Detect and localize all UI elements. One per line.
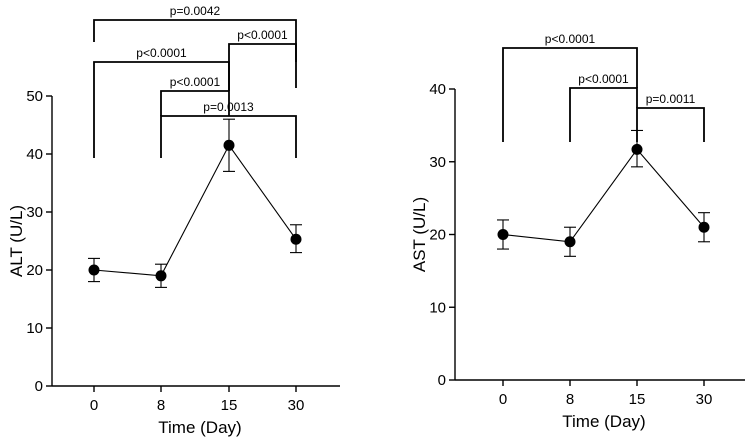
alt-p-value-label: p=0.0013: [203, 100, 254, 114]
alt-y-tick-label: 40: [26, 146, 43, 163]
alt-bracket-line: [93, 19, 297, 62]
alt-y-tick-label: 20: [26, 262, 43, 279]
ast-series-line: [502, 148, 705, 243]
alt-y-tick-label: 10: [26, 320, 43, 337]
alt-p-value-label: p=0.0042: [170, 4, 221, 18]
ast-p-value-label: p<0.0001: [578, 72, 629, 86]
alt-y-tick-label: 50: [26, 88, 43, 105]
alt-significance-bracket: p<0.0001: [160, 75, 230, 116]
ast-data-point: [497, 229, 509, 240]
ast-significance-bracket: p=0.0011: [636, 92, 705, 142]
ast-data-point: [631, 143, 643, 155]
ast-bracket-line: [502, 47, 638, 142]
alt-data-point: [88, 264, 100, 276]
alt-bracket-line: [160, 90, 230, 116]
ast-x-tick-label: 0: [499, 391, 507, 408]
alt-x-tick-label: 8: [157, 397, 165, 414]
ast-x-axis-label: Time (Day): [562, 412, 645, 431]
alt-data-point: [223, 139, 235, 151]
alt-p-value-label: p<0.0001: [170, 75, 221, 89]
alt-bracket-line: [160, 115, 297, 158]
ast-x-tick-label: 30: [696, 391, 713, 408]
ast-y-tick-label: 30: [429, 154, 446, 171]
ast-p-value-label: p<0.0001: [545, 32, 596, 46]
alt-data-point: [290, 233, 302, 245]
ast-x-tick-label: 15: [629, 391, 646, 408]
ast-bracket-line: [569, 87, 638, 142]
alt-y-tick-label: 0: [35, 378, 43, 395]
alt-significance-bracket: p<0.0001: [228, 28, 297, 91]
alt-bracket-line: [93, 61, 230, 158]
alt-x-axis-label: Time (Day): [158, 418, 241, 437]
alt-y-tick-label: 30: [26, 204, 43, 221]
ast-significance-bracket: p<0.0001: [502, 32, 638, 142]
alt-significance-bracket: p=0.0042: [93, 4, 297, 62]
alt-y-axis-label: ALT (U/L): [7, 205, 26, 277]
ast-y-tick-label: 20: [429, 227, 446, 244]
ast-y-axis-label: AST (U/L): [410, 197, 429, 272]
ast-chart-panel: 0 10 20 30 40 0 8 15 30 Time (Day) AST (U/L) p<0.00…: [410, 32, 745, 431]
ast-p-value-label: p=0.0011: [646, 92, 696, 106]
alt-p-value-label: p<0.0001: [237, 28, 288, 42]
alt-significance-bracket: p=0.0013: [160, 100, 297, 158]
alt-p-value-label: p<0.0001: [136, 46, 187, 60]
ast-data-point: [698, 221, 710, 233]
ast-y-tick-label: 0: [438, 372, 446, 389]
alt-x-tick-label: 0: [90, 397, 98, 414]
alt-data-point: [155, 270, 167, 282]
alt-x-tick-label: 30: [288, 397, 305, 414]
alt-series-line: [93, 144, 297, 277]
ast-data-point: [564, 236, 576, 248]
ast-y-tick-label: 10: [429, 299, 446, 316]
ast-significance-bracket: p<0.0001: [569, 72, 638, 142]
ast-bracket-line: [636, 107, 705, 142]
alt-chart-panel: 0 10 20 30 40 50 0 8 15 30 Time (Day) ALT (U/L) p=0.…: [7, 4, 340, 437]
alt-significance-bracket: p<0.0001: [93, 46, 230, 158]
alt-bracket-line: [228, 43, 297, 91]
alt-x-tick-label: 15: [221, 397, 238, 414]
ast-x-tick-label: 8: [566, 391, 574, 408]
ast-y-tick-label: 40: [429, 81, 446, 98]
